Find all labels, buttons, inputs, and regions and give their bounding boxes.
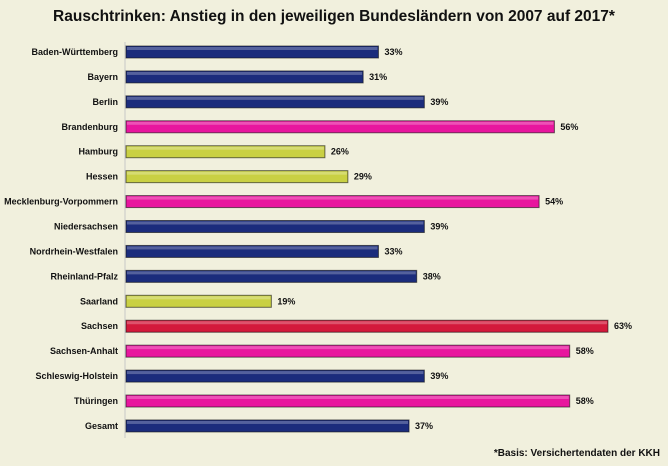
data-label: 54% [545, 197, 563, 207]
category-label: Berlin [92, 97, 118, 107]
bar-highlight [127, 171, 347, 175]
bar-highlight [127, 271, 416, 275]
category-label: Hessen [86, 172, 118, 182]
category-label: Hamburg [78, 147, 118, 157]
bar-highlight [127, 221, 424, 225]
data-label: 19% [277, 296, 295, 306]
category-label: Bayern [87, 72, 118, 82]
bar [125, 145, 326, 159]
data-label: 31% [369, 72, 387, 82]
category-label: Brandenburg [61, 122, 118, 132]
data-label: 39% [430, 222, 448, 232]
category-label: Sachsen [81, 321, 118, 331]
bar-highlight [127, 246, 378, 250]
category-label: Rheinland-Pfalz [50, 271, 118, 281]
bar [125, 45, 379, 59]
bar [125, 120, 555, 134]
category-label: Gesamt [85, 421, 118, 431]
data-label: 29% [354, 172, 372, 182]
category-label: Sachsen-Anhalt [50, 346, 118, 356]
data-label: 33% [384, 47, 402, 57]
category-label: Baden-Württemberg [31, 47, 118, 57]
bar [125, 244, 379, 258]
bar [125, 70, 364, 84]
data-label: 39% [430, 97, 448, 107]
data-label: 58% [576, 346, 594, 356]
category-label: Schleswig-Holstein [35, 371, 118, 381]
bar-highlight [127, 146, 324, 150]
bar [125, 419, 410, 433]
category-label: Saarland [80, 296, 118, 306]
bar-highlight [127, 96, 424, 100]
category-label: Thüringen [74, 396, 118, 406]
bar-highlight [127, 321, 607, 325]
bar [125, 319, 609, 333]
bar [125, 95, 425, 109]
data-label: 33% [384, 246, 402, 256]
category-label: Niedersachsen [54, 222, 118, 232]
bar [125, 195, 540, 209]
bar-highlight [127, 296, 271, 300]
bar [125, 369, 425, 383]
bar [125, 269, 418, 283]
bar-highlight [127, 396, 569, 400]
bar [125, 170, 349, 184]
bar [125, 294, 272, 308]
bar [125, 344, 571, 358]
data-label: 39% [430, 371, 448, 381]
data-label: 37% [415, 421, 433, 431]
footnote: *Basis: Versichertendaten der KKH [493, 448, 660, 459]
chart-title: Rauschtrinken: Anstieg in den jeweiligen… [53, 8, 615, 25]
data-label: 38% [423, 271, 441, 281]
data-label: 63% [614, 321, 632, 331]
bar-highlight [127, 420, 409, 424]
bar [125, 220, 425, 234]
bar [125, 394, 571, 408]
bar-highlight [127, 371, 424, 375]
data-label: 26% [331, 147, 349, 157]
bar-highlight [127, 47, 378, 50]
data-label: 58% [576, 396, 594, 406]
bar-highlight [127, 121, 554, 125]
bar-highlight [127, 71, 363, 75]
bar-highlight [127, 196, 539, 200]
bar-highlight [127, 346, 569, 350]
category-label: Mecklenburg-Vorpommern [4, 197, 118, 207]
category-label: Nordrhein-Westfalen [30, 246, 118, 256]
data-label: 56% [560, 122, 578, 132]
